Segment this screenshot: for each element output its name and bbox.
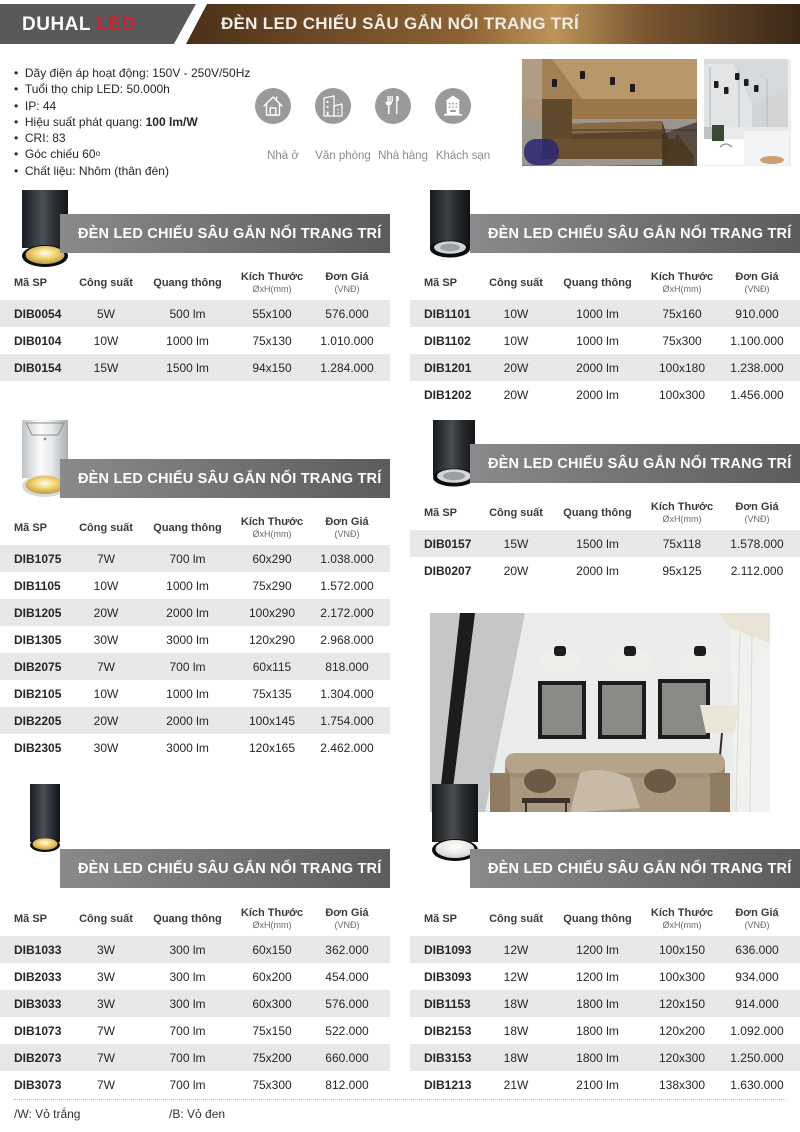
svg-text:ĐÈN LED CHIẾU SÂU GẮN NỔI TRAN: ĐÈN LED CHIẾU SÂU GẮN NỔI TRANG TRÍ — [221, 14, 580, 33]
svg-text:DUHAL LED: DUHAL LED — [22, 14, 136, 35]
